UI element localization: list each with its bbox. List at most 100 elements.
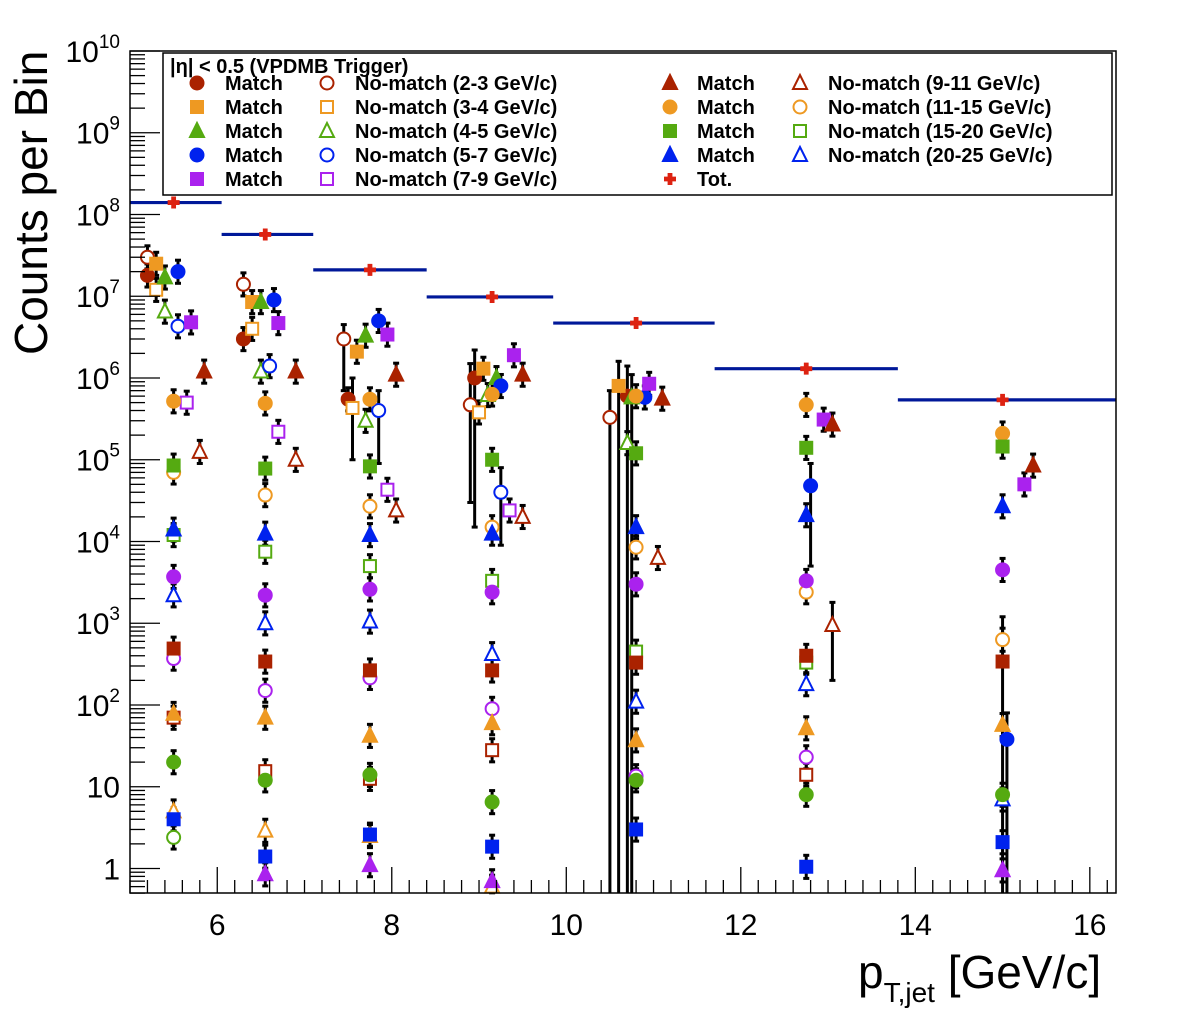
- data-point: [166, 569, 182, 585]
- legend-label: No-match (20-25 GeV/c): [828, 145, 1053, 167]
- data-point: [483, 643, 501, 662]
- data-point: [629, 822, 644, 837]
- y-tick-label-exponent: 10: [99, 32, 120, 53]
- x-tick-label: 8: [383, 909, 400, 942]
- data-point: [156, 267, 174, 285]
- legend-marker: [189, 75, 205, 91]
- legend-label: No-match (5-7 GeV/c): [355, 145, 557, 167]
- legend-label: No-match (2-3 GeV/c): [355, 73, 557, 95]
- total-point: [996, 393, 1009, 406]
- y-tick-label-base: 10: [76, 281, 109, 314]
- data-point: [257, 587, 273, 603]
- data-point: [514, 506, 532, 524]
- data-point: [798, 573, 814, 589]
- data-point: [257, 683, 273, 699]
- data-point: [1017, 477, 1032, 492]
- data-point: [502, 503, 517, 518]
- y-tick-label-exponent: 6: [109, 359, 120, 380]
- data-point: [165, 519, 183, 537]
- data-point: [271, 424, 286, 439]
- data-point: [262, 358, 278, 374]
- data-point: [166, 641, 181, 656]
- data-point: [602, 409, 618, 425]
- y-tick-label-exponent: 8: [109, 195, 120, 216]
- data-point: [252, 291, 270, 310]
- data-point: [999, 731, 1015, 747]
- legend-label: No-match (7-9 GeV/c): [355, 169, 557, 191]
- data-point: [816, 412, 831, 427]
- total-point: [167, 196, 180, 209]
- data-point: [798, 749, 814, 765]
- data-point: [483, 870, 501, 889]
- data-point: [1024, 455, 1042, 473]
- data-point: [797, 717, 815, 736]
- data-point: [371, 403, 387, 419]
- legend-marker: [791, 72, 809, 90]
- data-point: [485, 839, 500, 854]
- data-point: [245, 321, 260, 336]
- data-point: [362, 767, 378, 783]
- data-point: [627, 691, 645, 709]
- y-tick-label-base: 10: [65, 36, 98, 69]
- data-point: [371, 313, 387, 329]
- data-point: [362, 581, 378, 597]
- total-point: [630, 317, 643, 330]
- legend-label: No-match (9-11 GeV/c): [828, 73, 1040, 95]
- data-point: [258, 544, 273, 559]
- data-point: [798, 397, 814, 413]
- y-tick-label: 103: [76, 604, 120, 641]
- data-point: [995, 632, 1011, 648]
- data-point: [483, 712, 501, 731]
- data-point: [361, 725, 379, 743]
- data-point: [995, 425, 1011, 441]
- legend-label: No-match (15-20 GeV/c): [828, 121, 1053, 143]
- data-point: [484, 794, 500, 810]
- data-point: [653, 388, 671, 406]
- legend-marker: [664, 173, 676, 185]
- data-point: [266, 292, 282, 308]
- data-point: [361, 611, 379, 629]
- y-tick-label: 102: [76, 686, 120, 723]
- legend-marker: [188, 120, 206, 138]
- total-point: [486, 290, 499, 303]
- data-point: [484, 386, 500, 402]
- y-tick-label: 1: [103, 853, 120, 886]
- y-axis-title: Counts per Bin: [5, 51, 57, 355]
- data-markers: [139, 196, 1042, 894]
- data-point: [484, 584, 500, 600]
- data-point: [485, 452, 500, 467]
- legend-marker: [791, 144, 809, 162]
- y-tick-label-base: 10: [76, 363, 109, 396]
- legend-marker: [320, 172, 334, 186]
- legend-header: |η| < 0.5 (VPDMB Trigger): [170, 56, 408, 78]
- data-point: [627, 730, 645, 748]
- legend-marker: [319, 147, 335, 163]
- data-point: [257, 395, 273, 411]
- legend-label: Match: [225, 121, 283, 143]
- legend-label: No-match (4-5 GeV/c): [355, 121, 557, 143]
- y-tick-label-base: 1: [103, 853, 120, 886]
- data-point: [166, 829, 182, 845]
- y-tick-label-exponent: 3: [109, 604, 120, 625]
- data-point: [514, 364, 532, 382]
- data-point: [493, 484, 509, 500]
- y-tick-label-base: 10: [76, 526, 109, 559]
- legend-marker: [792, 99, 808, 115]
- y-tick-label-exponent: 7: [109, 277, 120, 298]
- data-point: [349, 344, 364, 359]
- y-tick-label: 107: [76, 277, 120, 314]
- data-point: [165, 703, 183, 721]
- legend-label: Match: [697, 97, 755, 119]
- total-point: [363, 263, 376, 276]
- x-axis-title: pT,jet [GeV/c]: [858, 946, 1101, 1008]
- data-point: [166, 458, 181, 473]
- data-point: [139, 267, 155, 283]
- y-tick-label: 109: [76, 114, 120, 151]
- legend-marker: [319, 75, 335, 91]
- legend-label: No-match (11-15 GeV/c): [828, 97, 1051, 119]
- legend-items: Match No-match (2-3 GeV/c) Match No-match (…: [188, 72, 1053, 191]
- y-tick-label-exponent: 2: [109, 686, 120, 707]
- data-point: [995, 654, 1010, 669]
- data-point: [799, 440, 814, 455]
- data-point: [387, 364, 405, 382]
